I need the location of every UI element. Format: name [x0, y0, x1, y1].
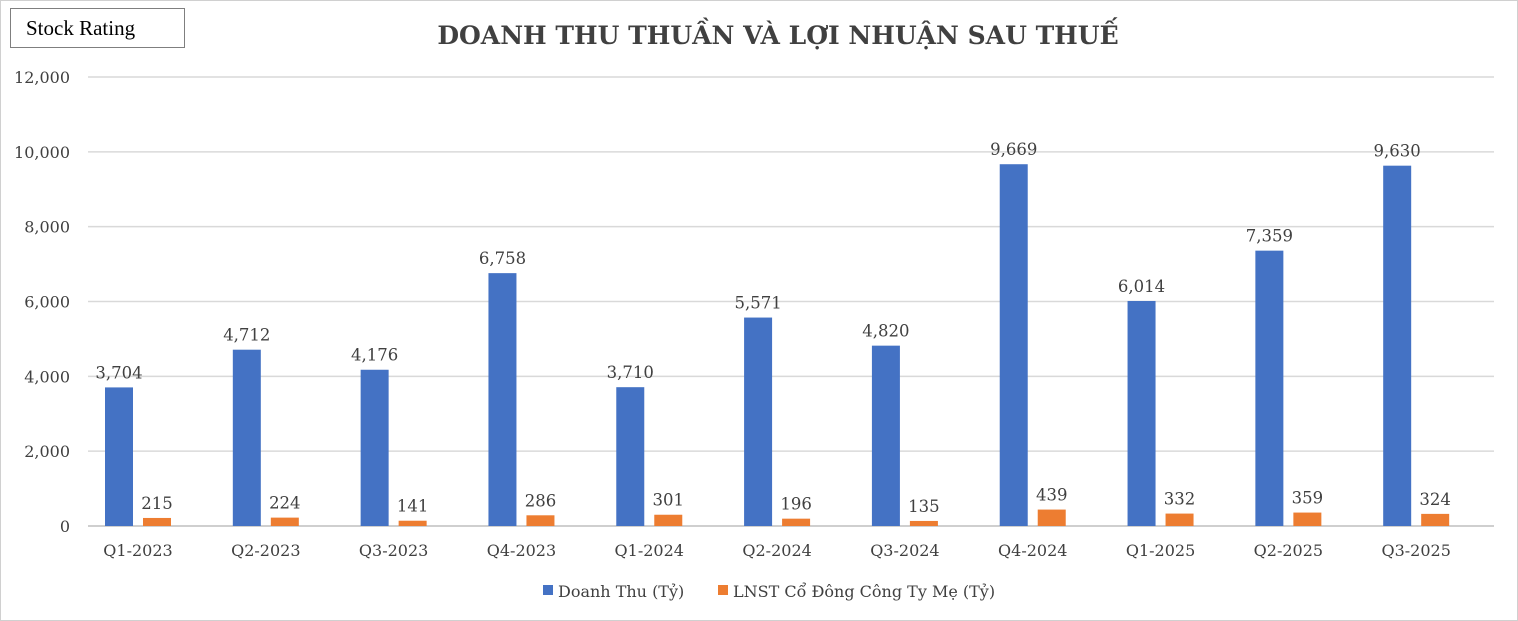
bar-lnst	[1037, 509, 1066, 526]
bar-doanh-thu	[360, 369, 389, 526]
legend-label: Doanh Thu (Tỷ)	[558, 582, 684, 601]
bar-lnst	[1165, 513, 1194, 526]
data-label-doanh-thu: 9,669	[990, 140, 1037, 159]
data-label-lnst: 332	[1164, 490, 1196, 509]
data-label-lnst: 215	[141, 494, 173, 513]
x-tick-label: Q4-2023	[487, 541, 556, 560]
x-axis: Q1-2023 Q2-2023 Q3-2023 Q4-2023 Q1-2024 Q2-20…	[103, 541, 1451, 560]
bar-doanh-thu	[1255, 250, 1284, 526]
y-tick-label: 8,000	[24, 218, 70, 237]
bar-lnst	[1421, 513, 1450, 526]
bar-doanh-thu	[1383, 165, 1412, 527]
data-label-lnst: 359	[1292, 489, 1324, 508]
legend-swatch	[543, 585, 553, 595]
data-label-lnst: 324	[1419, 490, 1451, 509]
bar-doanh-thu	[616, 387, 645, 526]
y-axis: 0 2,000 4,000 6,000 8,000 10,000 12,000	[14, 68, 70, 536]
bar-lnst	[270, 517, 299, 526]
bar-doanh-thu	[1127, 300, 1156, 526]
data-label-doanh-thu: 7,359	[1246, 227, 1293, 246]
x-tick-label: Q4-2024	[998, 541, 1067, 560]
legend-swatch	[718, 585, 728, 595]
data-label-doanh-thu: 3,710	[607, 363, 654, 382]
y-tick-label: 4,000	[24, 367, 70, 386]
x-tick-label: Q2-2025	[1254, 541, 1323, 560]
data-label-doanh-thu: 4,712	[223, 326, 270, 345]
data-label-lnst: 224	[269, 494, 301, 513]
bar-doanh-thu	[105, 387, 133, 526]
data-label-lnst: 196	[780, 495, 812, 514]
chart-title: DOANH THU THUẦN VÀ LỢI NHUẬN SAU THUẾ	[437, 18, 1118, 50]
x-tick-label: Q1-2024	[615, 541, 684, 560]
bar-lnst	[143, 517, 171, 526]
data-label-lnst: 301	[653, 491, 685, 510]
y-tick-label: 10,000	[14, 143, 70, 162]
bar-doanh-thu	[488, 273, 517, 526]
bar-doanh-thu	[871, 345, 900, 526]
data-label-doanh-thu: 6,014	[1118, 277, 1165, 296]
data-label-lnst: 141	[397, 497, 429, 516]
data-label-doanh-thu: 9,630	[1374, 142, 1421, 161]
data-label-lnst: 286	[525, 491, 557, 510]
data-label-doanh-thu: 4,820	[862, 322, 909, 341]
x-tick-label: Q3-2024	[870, 541, 939, 560]
bar-lnst	[526, 515, 555, 526]
bar-lnst	[1293, 512, 1322, 526]
x-tick-label: Q2-2023	[231, 541, 300, 560]
x-tick-label: Q2-2024	[742, 541, 811, 560]
data-labels: 3,704 215 4,712 224 4,176 141 6,758 286 3,710 301…	[95, 140, 1451, 516]
stock-rating-badge: Stock Rating	[10, 8, 185, 48]
bar-lnst	[909, 520, 938, 526]
data-label-doanh-thu: 4,176	[351, 346, 398, 365]
bar-lnst	[398, 520, 427, 526]
legend-label: LNST Cổ Đông Công Ty Mẹ (Tỷ)	[733, 582, 995, 601]
y-tick-label: 2,000	[24, 442, 70, 461]
data-label-doanh-thu: 3,704	[95, 363, 142, 382]
legend: Doanh Thu (Tỷ) LNST Cổ Đông Công Ty Mẹ (T…	[543, 582, 995, 601]
bar-doanh-thu	[232, 349, 261, 526]
bar-lnst	[782, 518, 811, 526]
bar-doanh-thu	[744, 317, 773, 526]
bars	[105, 164, 1450, 527]
y-tick-label: 12,000	[14, 68, 70, 87]
data-label-lnst: 135	[908, 497, 940, 516]
data-label-doanh-thu: 5,571	[734, 294, 781, 313]
y-tick-label: 0	[60, 517, 70, 536]
x-tick-label: Q3-2023	[359, 541, 428, 560]
y-tick-label: 6,000	[24, 293, 70, 312]
bar-lnst	[654, 514, 683, 526]
x-tick-label: Q1-2025	[1126, 541, 1195, 560]
x-tick-label: Q1-2023	[103, 541, 172, 560]
data-label-lnst: 439	[1036, 486, 1068, 505]
bar-doanh-thu	[999, 164, 1028, 526]
x-tick-label: Q3-2025	[1381, 541, 1450, 560]
data-label-doanh-thu: 6,758	[479, 249, 526, 268]
